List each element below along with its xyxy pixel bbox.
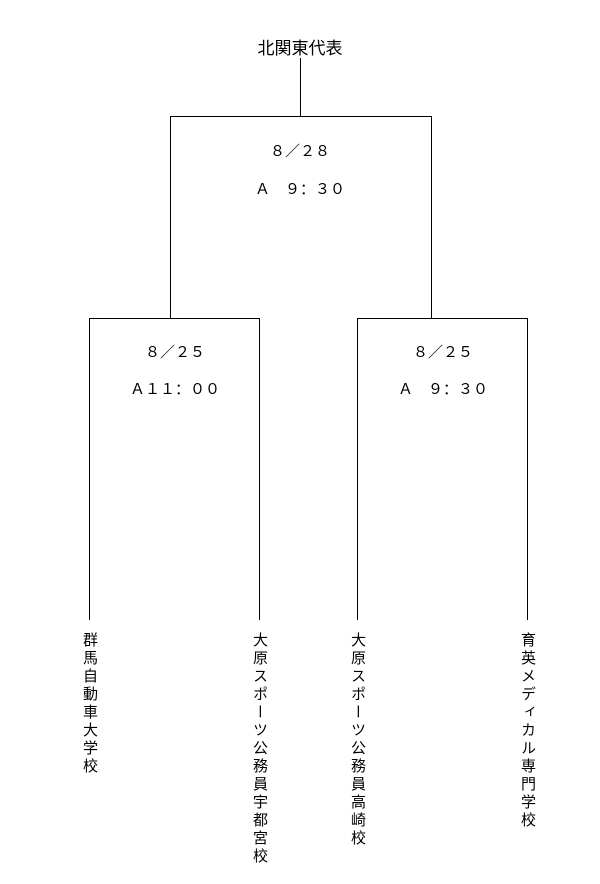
semi1-time: Ａ１１：００: [45, 378, 305, 399]
team-1: 群馬自動車大学校: [80, 632, 100, 776]
semi2-date: ８／２５: [313, 341, 573, 362]
team2-v: [259, 318, 260, 620]
semi2-time: Ａ ９：３０: [313, 378, 573, 399]
team-4: 育英メディカル専門学校: [518, 632, 538, 830]
semi2-hbar: [357, 318, 528, 319]
team3-v: [357, 318, 358, 620]
team-3: 大原スポーツ公務員高崎校: [348, 632, 368, 848]
semi1-date: ８／２５: [45, 341, 305, 362]
team-2: 大原スポーツ公務員宇都宮校: [250, 632, 270, 866]
final-hbar: [170, 116, 432, 117]
team4-v: [527, 318, 528, 620]
bracket-title: 北関東代表: [0, 34, 600, 59]
semi1-hbar: [89, 318, 260, 319]
final-date: ８／２８: [0, 140, 600, 161]
final-time: Ａ ９：３０: [0, 178, 600, 199]
final-stem: [300, 58, 301, 116]
team1-v: [89, 318, 90, 620]
